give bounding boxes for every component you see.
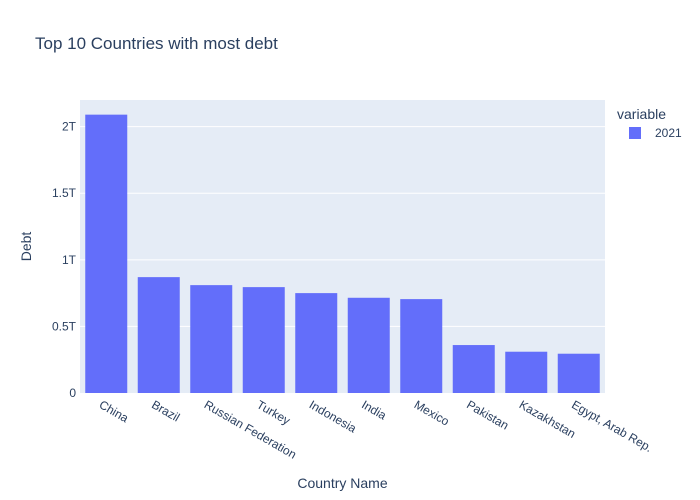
bar-russian-federation[interactable] — [190, 285, 233, 393]
x-tick-label: Turkey — [254, 397, 292, 427]
y-tick-label: 1.5T — [52, 186, 77, 200]
y-axis-label: Debt — [18, 232, 34, 262]
x-tick-label: Indonesia — [307, 397, 359, 435]
bar-brazil[interactable] — [137, 277, 180, 393]
bar-turkey[interactable] — [242, 287, 285, 393]
legend-item-2021[interactable]: 2021 — [629, 124, 682, 142]
x-tick-label: Mexico — [412, 397, 452, 428]
bars — [85, 114, 600, 394]
legend-label: 2021 — [655, 126, 682, 140]
x-axis-label: Country Name — [297, 475, 387, 491]
y-tick-label: 1T — [62, 253, 77, 267]
y-tick-label: 0.5T — [52, 319, 77, 333]
x-tick-label: Pakistan — [464, 397, 511, 432]
x-tick-label: India — [359, 397, 389, 422]
x-tick-label: Russian Federation — [202, 397, 299, 461]
legend-title: variable — [617, 106, 667, 122]
y-tick-label: 0 — [69, 386, 76, 400]
bar-kazakhstan[interactable] — [505, 351, 548, 393]
x-tick-label: Egypt, Arab Rep. — [569, 397, 655, 454]
bar-indonesia[interactable] — [295, 293, 338, 393]
x-tick-label: China — [97, 397, 131, 425]
bar-egypt-arab-rep-[interactable] — [557, 353, 600, 393]
bar-mexico[interactable] — [400, 299, 443, 393]
y-tick-label: 2T — [62, 120, 77, 134]
bar-pakistan[interactable] — [452, 345, 495, 393]
legend-swatch — [629, 127, 641, 139]
x-tick-label: Kazakhstan — [517, 397, 578, 440]
chart-title: Top 10 Countries with most debt — [35, 34, 278, 53]
y-axis-ticks: 0 0.5T 1T 1.5T 2T — [52, 120, 77, 400]
bar-china[interactable] — [85, 114, 128, 394]
bar-india[interactable] — [347, 297, 390, 393]
x-tick-label: Brazil — [149, 397, 182, 424]
